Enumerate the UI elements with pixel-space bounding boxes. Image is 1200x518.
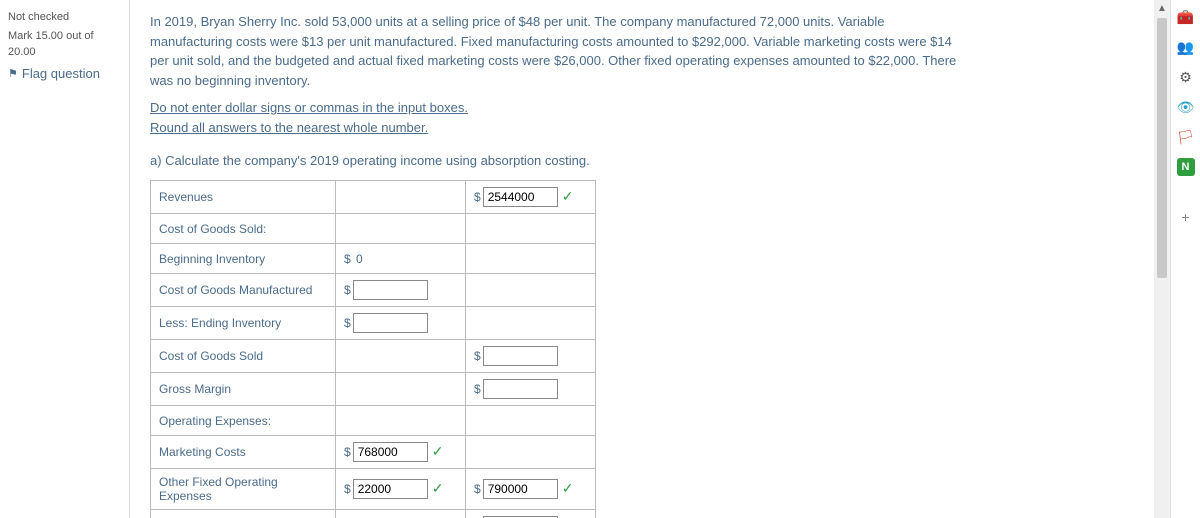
row-other-fixed-col1: $✓: [336, 469, 466, 510]
beg-inv-value: 0: [356, 252, 363, 266]
row-cogs-label: Cost of Goods Sold: [151, 340, 336, 373]
cogs-input[interactable]: [483, 346, 558, 366]
row-end-inv-label: Less: Ending Inventory: [151, 307, 336, 340]
dollar-sign: $: [474, 190, 481, 204]
flag-label: Flag question: [22, 66, 100, 81]
row-marketing-label: Marketing Costs: [151, 436, 336, 469]
flag2-icon[interactable]: 🏳: [1177, 128, 1195, 146]
row-beg-inv-col1: $ 0: [336, 244, 466, 274]
check-icon: ✓: [562, 480, 574, 497]
other-fixed-input1[interactable]: [353, 479, 428, 499]
dollar-sign: $: [474, 482, 481, 496]
dollar-sign: $: [344, 252, 351, 266]
people-icon[interactable]: 👥: [1177, 38, 1195, 56]
row-cogs-col2: $: [466, 340, 596, 373]
revenues-input[interactable]: [483, 187, 558, 207]
question-sidebar: Not checked Mark 15.00 out of 20.00 ⚑ Fl…: [0, 0, 130, 518]
gear-icon[interactable]: ⚙: [1177, 68, 1195, 86]
row-revenues-label: Revenues: [151, 181, 336, 214]
check-icon: ✓: [432, 443, 444, 460]
dollar-sign: $: [344, 316, 351, 330]
row-cogm-col1: $: [336, 274, 466, 307]
row-gross-label: Gross Margin: [151, 373, 336, 406]
plus-icon[interactable]: +: [1177, 208, 1195, 226]
row-cogs-header-label: Cost of Goods Sold:: [151, 214, 336, 244]
row-other-fixed-col2: $✓: [466, 469, 596, 510]
row-income-label: Income from Operations: [151, 510, 336, 518]
row-other-fixed-label: Other Fixed Operating Expenses: [151, 469, 336, 510]
row-revenues-col1: [336, 181, 466, 214]
cogm-input[interactable]: [353, 280, 428, 300]
scrollbar[interactable]: ▲: [1154, 0, 1170, 518]
row-opex-header-label: Operating Expenses:: [151, 406, 336, 436]
flag-question-link[interactable]: ⚑ Flag question: [8, 66, 121, 81]
answer-table: Revenues $✓ Cost of Goods Sold: Beginnin…: [150, 180, 596, 518]
mark-text: Mark 15.00 out of 20.00: [8, 27, 121, 62]
instruction-2: Round all answers to the nearest whole n…: [150, 118, 1134, 138]
row-revenues-col2: $✓: [466, 181, 596, 214]
dollar-sign: $: [344, 482, 351, 496]
check-icon: ✓: [562, 188, 574, 205]
dollar-sign: $: [344, 445, 351, 459]
end-inv-input[interactable]: [353, 313, 428, 333]
status-text: Not checked: [8, 8, 121, 27]
row-marketing-col1: $✓: [336, 436, 466, 469]
flag-icon: ⚑: [8, 67, 18, 80]
eye-icon[interactable]: 👁: [1177, 98, 1195, 116]
scroll-thumb[interactable]: [1157, 18, 1167, 278]
dollar-sign: $: [344, 283, 351, 297]
toolbox-icon[interactable]: 🧰: [1177, 8, 1195, 26]
question-main: In 2019, Bryan Sherry Inc. sold 53,000 u…: [130, 0, 1154, 518]
problem-text: In 2019, Bryan Sherry Inc. sold 53,000 u…: [150, 12, 970, 90]
instruction-1: Do not enter dollar signs or commas in t…: [150, 98, 1134, 118]
gross-input[interactable]: [483, 379, 558, 399]
row-end-inv-col1: $: [336, 307, 466, 340]
other-fixed-input2[interactable]: [483, 479, 558, 499]
row-beg-inv-label: Beginning Inventory: [151, 244, 336, 274]
scroll-up-icon[interactable]: ▲: [1154, 0, 1170, 16]
dollar-sign: $: [474, 349, 481, 363]
row-gross-col2: $: [466, 373, 596, 406]
badge-icon[interactable]: N: [1177, 158, 1195, 176]
check-icon: ✓: [432, 480, 444, 497]
dollar-sign: $: [474, 382, 481, 396]
part-a-label: a) Calculate the company's 2019 operatin…: [150, 153, 1134, 168]
row-income-col2: $: [466, 510, 596, 518]
right-icon-panel: 🧰 👥 ⚙ 👁 🏳 N +: [1170, 0, 1200, 518]
row-cogm-label: Cost of Goods Manufactured: [151, 274, 336, 307]
marketing-input[interactable]: [353, 442, 428, 462]
